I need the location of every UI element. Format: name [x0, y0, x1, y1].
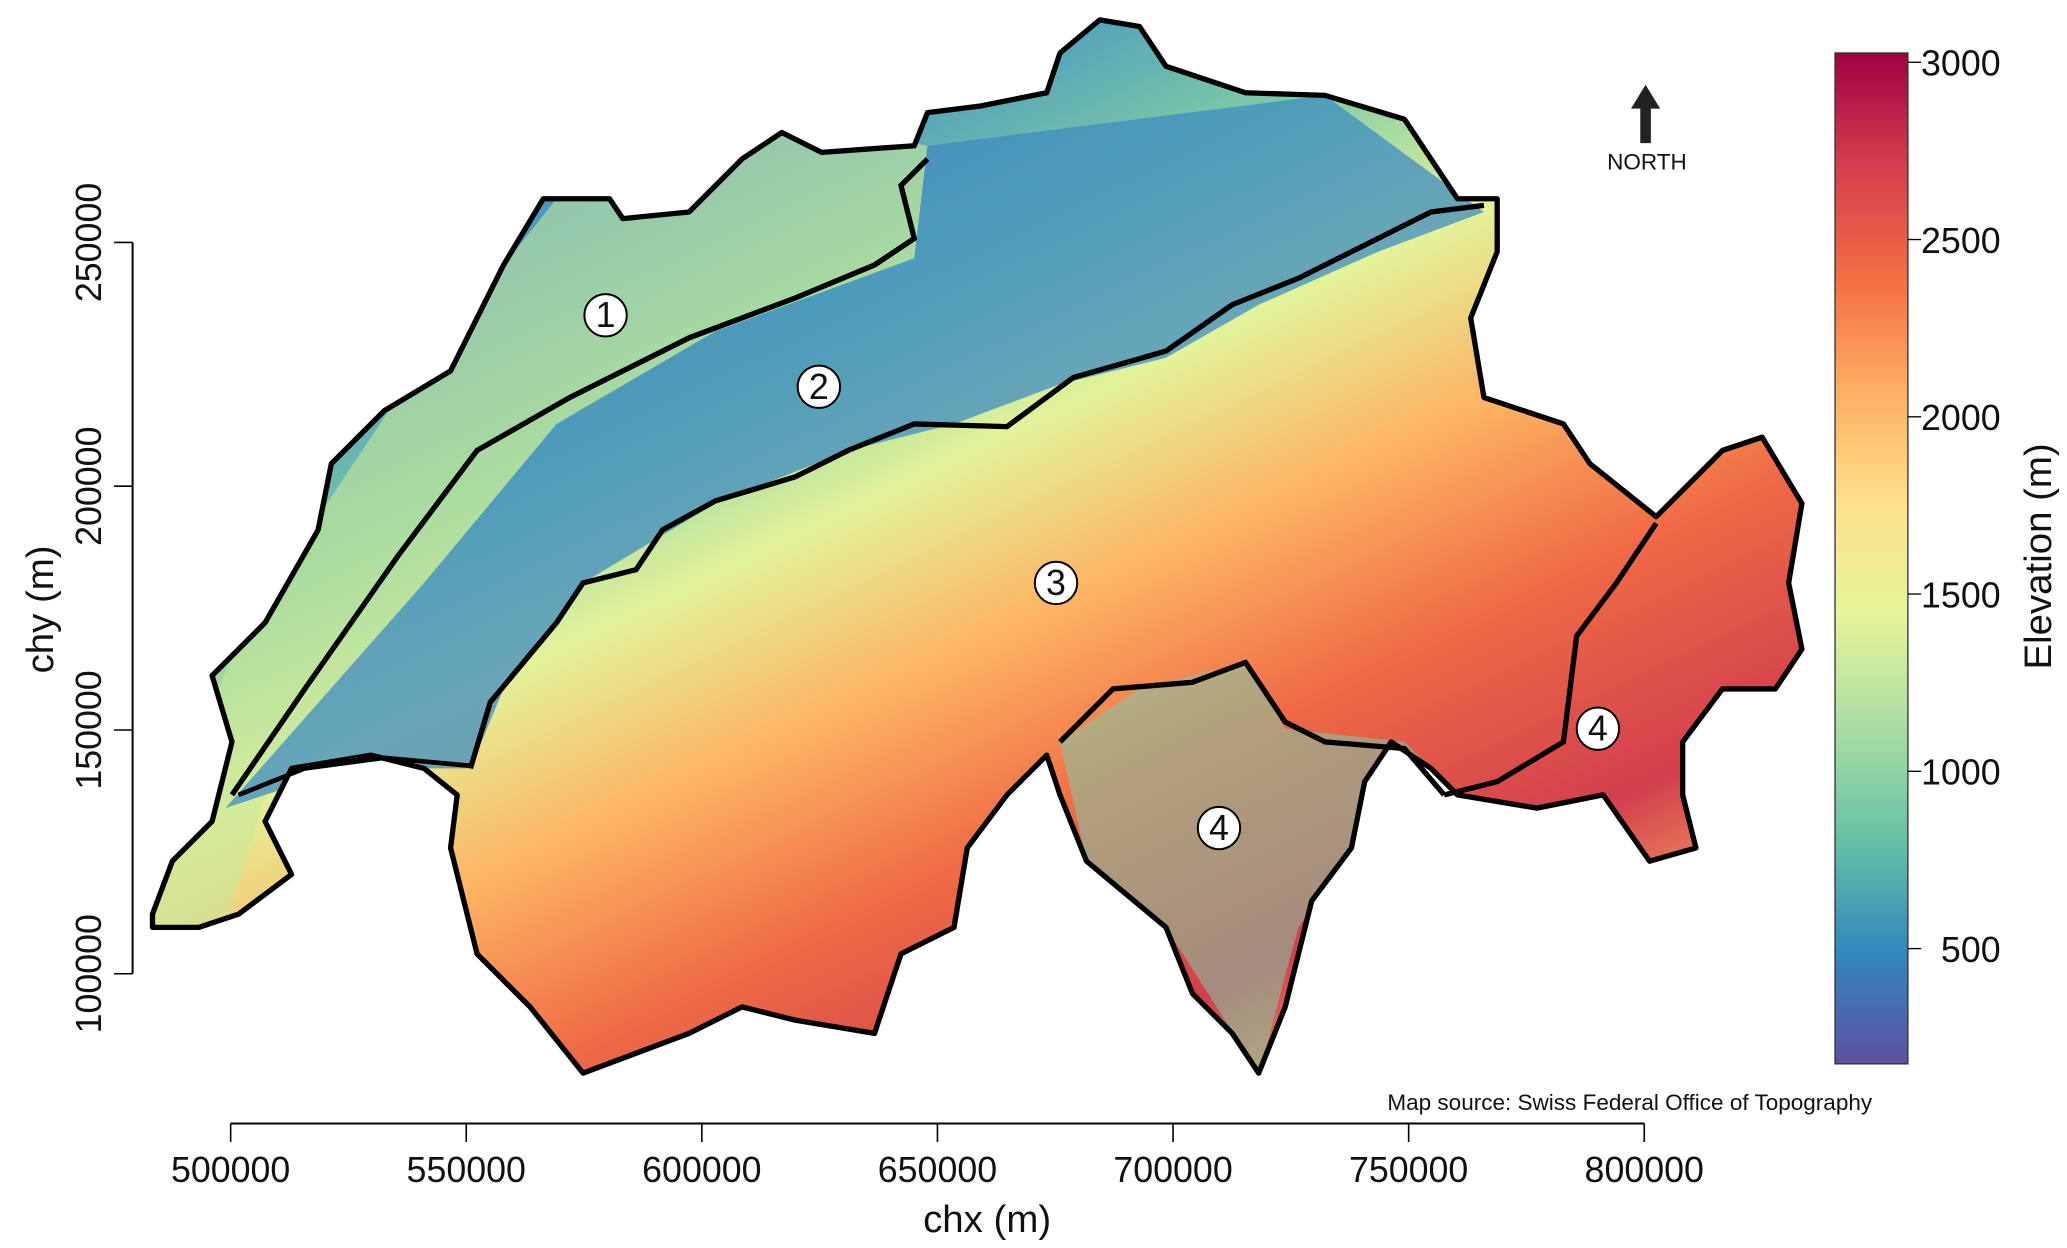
region-boundary-2-3	[467, 202, 1485, 770]
y-axis: 100000 150000 200000 250000 chy (m)	[19, 183, 134, 1033]
region-marker-1: 1	[583, 293, 628, 338]
colorbar-tick-label: 500	[1941, 930, 2001, 970]
region-label: 4	[1588, 709, 1608, 749]
arrow-up-icon	[1631, 84, 1661, 144]
region-marker-4: 4	[1196, 805, 1242, 851]
y-tick-label: 150000	[69, 670, 109, 789]
lake-geneva-shore	[237, 755, 471, 798]
x-tick-label: 750000	[1349, 1150, 1468, 1190]
region-boundary-1-2	[229, 157, 930, 797]
southern-alps-zone	[1059, 662, 1458, 1074]
x-tick-label: 650000	[878, 1150, 997, 1190]
x-tick-label: 600000	[642, 1150, 761, 1190]
x-tick-label: 500000	[171, 1150, 290, 1190]
region-marker-5: 4	[1575, 706, 1621, 751]
north-arrow: NORTH	[1607, 84, 1687, 175]
region-boundary-3-4-ticino	[1058, 659, 1447, 797]
plateau-zone	[225, 95, 1484, 809]
region-marker-3: 3	[1033, 560, 1079, 606]
y-axis-label: chy (m)	[19, 545, 62, 673]
x-tick-label: 550000	[407, 1150, 526, 1190]
region-label: 4	[1209, 808, 1229, 848]
colorbar: 500 1000 1500 2000 2500 3000 Elevation (m)	[1834, 44, 2060, 1065]
map-area: 1 2 3 4 4	[149, 17, 1805, 1076]
colorbar-label: Elevation (m)	[2017, 443, 2060, 669]
country-border	[149, 17, 1805, 1076]
region-marker-2: 2	[796, 364, 842, 410]
colorbar-tick-label: 2000	[1921, 398, 2001, 438]
y-tick-label: 200000	[69, 427, 109, 546]
region-label: 1	[596, 295, 616, 335]
y-tick-label: 100000	[69, 914, 109, 1033]
colorbar-tick-label: 1000	[1921, 753, 2001, 793]
colorbar-tick-label: 1500	[1921, 575, 2001, 615]
colorbar-tick-label: 3000	[1921, 44, 2001, 84]
x-tick-label: 800000	[1585, 1150, 1704, 1190]
map-source-note: Map source: Swiss Federal Office of Topo…	[1387, 1090, 1872, 1115]
region-boundary-3-4-engadin	[1443, 521, 1659, 798]
colorbar-gradient	[1834, 52, 1909, 1065]
x-axis: 500000 550000 600000 650000 700000 750000 8000…	[171, 1122, 1704, 1241]
x-axis-label: chx (m)	[923, 1198, 1051, 1241]
region-label: 2	[809, 367, 829, 407]
x-tick-label: 700000	[1113, 1150, 1232, 1190]
y-tick-label: 250000	[69, 183, 109, 302]
north-label: NORTH	[1607, 150, 1687, 175]
region-label: 3	[1046, 563, 1066, 603]
colorbar-tick-label: 2500	[1921, 221, 2001, 261]
